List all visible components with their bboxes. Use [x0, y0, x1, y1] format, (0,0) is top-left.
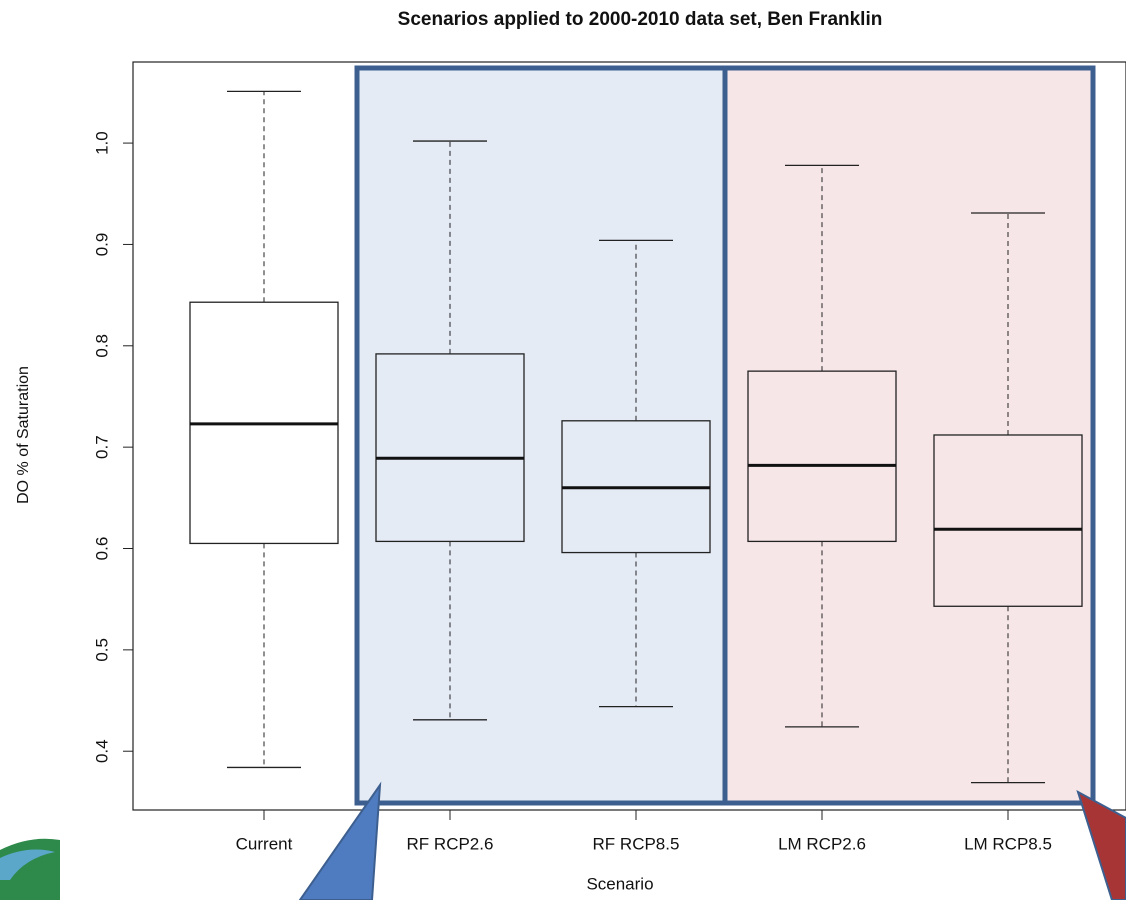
chart-title: Scenarios applied to 2000-2010 data set,… [398, 9, 883, 30]
y-tick-label: 0.4 [92, 739, 111, 763]
y-axis-label: DO % of Saturation [15, 366, 32, 504]
red-callout [1076, 789, 1126, 900]
x-tick-label: RF RCP2.6 [407, 834, 494, 853]
logo-swoosh [0, 849, 55, 880]
x-tick-label: Current [236, 834, 293, 853]
box [747, 370, 897, 543]
blue-callout [298, 781, 382, 900]
y-tick-label: 0.7 [92, 435, 111, 459]
y-tick-label: 1.0 [92, 131, 111, 155]
y-tick-label: 0.5 [92, 638, 111, 662]
x-tick-label: LM RCP2.6 [778, 834, 866, 853]
y-tick-label: 0.9 [92, 233, 111, 257]
y-tick-label: 0.8 [92, 334, 111, 358]
x-axis-label: Scenario [586, 874, 653, 893]
x-tick-label: RF RCP8.5 [593, 834, 680, 853]
rf-region [357, 68, 725, 803]
y-tick-label: 0.6 [92, 537, 111, 561]
lm-frame [722, 65, 1096, 806]
x-tick-label: LM RCP8.5 [964, 834, 1052, 853]
marks: 0.4 0.5 0.6 0.7 0.8 0.9 1.0 Current RF RCP2.6 RF … [92, 90, 1083, 853]
box [375, 353, 525, 543]
box [933, 434, 1083, 607]
plot-frame [132, 61, 1126, 811]
